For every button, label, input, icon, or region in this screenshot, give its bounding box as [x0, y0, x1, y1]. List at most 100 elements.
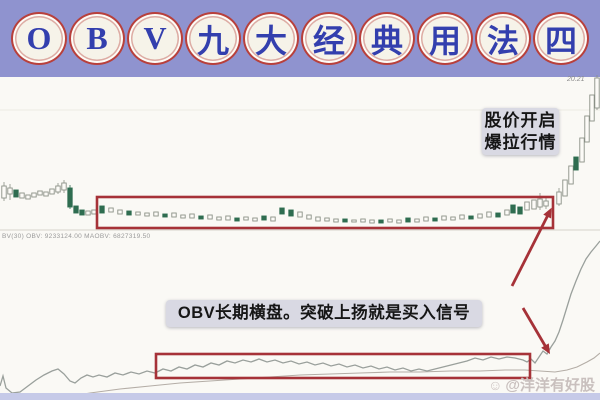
- annotation-rally-line2: 爆拉行情: [484, 133, 557, 152]
- obv-line: [0, 240, 600, 394]
- candle-body: [450, 216, 456, 221]
- candle-body: [333, 218, 339, 223]
- candle-body: [324, 217, 330, 222]
- candle-body: [99, 205, 105, 214]
- candle-body: [25, 194, 31, 200]
- annotation-rally-label: 股价开启 爆拉行情: [482, 108, 559, 155]
- candle-body: [378, 219, 384, 224]
- candle-body: [180, 214, 186, 219]
- candle-body: [171, 212, 177, 218]
- title-char: 用: [417, 12, 473, 65]
- candle-body: [108, 207, 114, 213]
- candle-body: [441, 215, 447, 221]
- candle-body: [279, 207, 285, 215]
- candle-body: [55, 185, 61, 193]
- candle-body: [387, 218, 393, 223]
- price-tick-label: 20.21: [567, 76, 585, 83]
- candle-body: [261, 215, 267, 221]
- maobv-line: [65, 352, 600, 398]
- arrow-to-breakout-candle: [510, 212, 551, 287]
- candle-body: [306, 214, 312, 220]
- candle-body: [19, 192, 25, 199]
- candle-body: [556, 191, 562, 205]
- watermark: ☺ @洋洋有好股: [488, 374, 595, 395]
- candle-body: [369, 219, 375, 224]
- candle-body: [459, 214, 465, 220]
- candle-body: [405, 217, 411, 223]
- candle-body: [524, 201, 530, 211]
- candle-body: [117, 209, 123, 215]
- candle-body: [297, 211, 303, 218]
- title-char: 典: [359, 12, 415, 65]
- candle-body: [67, 187, 73, 208]
- candle-body: [126, 210, 132, 216]
- candle-body: [537, 198, 543, 208]
- bottom-strip: [0, 393, 600, 400]
- candle-body: [517, 206, 523, 215]
- candle-body: [198, 215, 204, 220]
- arrow-to-obv-breakout: [521, 307, 549, 350]
- candle-body: [61, 182, 67, 191]
- title-char: 经: [301, 12, 357, 65]
- candle-body: [594, 77, 600, 109]
- candle-body: [135, 211, 141, 216]
- candle-body: [7, 187, 13, 195]
- title-char: B: [69, 12, 125, 65]
- title-char: 四: [533, 12, 589, 65]
- candle-body: [234, 217, 240, 222]
- candle-body: [568, 165, 574, 185]
- candle-body: [432, 217, 438, 222]
- candle-body: [162, 213, 168, 218]
- candle-body: [414, 218, 420, 223]
- candle-body: [573, 156, 579, 171]
- candle-body: [1, 185, 7, 199]
- highlight-rect-candles: [95, 195, 555, 230]
- candle-body: [579, 137, 585, 163]
- candle-body: [91, 209, 97, 215]
- candle-body: [79, 209, 85, 216]
- candle-body: [396, 219, 402, 224]
- watermark-logo-icon: ☺: [488, 376, 503, 393]
- candle-body: [423, 216, 429, 222]
- candle-body: [216, 216, 222, 221]
- candle-body: [315, 216, 321, 222]
- candle-body: [504, 209, 510, 216]
- title-char: 法: [475, 12, 531, 65]
- candle-body: [243, 216, 249, 221]
- annotation-rally-line1: 股价开启: [484, 111, 557, 130]
- candle-body: [49, 188, 55, 195]
- candle-body: [510, 204, 516, 214]
- candle-body: [85, 210, 91, 216]
- candle-body: [468, 215, 474, 220]
- candle-body: [144, 212, 150, 217]
- title-char: 大: [243, 12, 299, 65]
- arrow-to-obv-breakout-head: [541, 343, 551, 355]
- watermark-text: @洋洋有好股: [505, 377, 595, 394]
- arrow-to-breakout-candle-head: [543, 207, 552, 219]
- candle-body: [153, 211, 159, 217]
- candle-body: [477, 213, 483, 219]
- candle-body: [589, 94, 595, 122]
- candle-body: [351, 219, 357, 223]
- candle-body: [562, 179, 568, 197]
- candle-body: [360, 218, 366, 223]
- candle-body: [486, 211, 492, 218]
- annotation-obv-signal-label: OBV长期横盘。突破上扬就是买入信号: [166, 300, 482, 327]
- title-char: V: [127, 12, 183, 65]
- candle-body: [207, 214, 213, 220]
- indicator-values: BV(30) OBV: 9233124.00 MAOBV: 6827319.50: [2, 233, 151, 240]
- candle-body: [543, 200, 549, 207]
- candle-body: [43, 191, 49, 197]
- candle-body: [495, 212, 501, 218]
- candle-body: [252, 217, 258, 222]
- candle-body: [531, 199, 537, 210]
- candle-body: [288, 209, 294, 217]
- candle-body: [225, 215, 231, 221]
- candle-body: [270, 216, 276, 222]
- candle-body: [189, 213, 195, 219]
- candle-body: [13, 189, 19, 198]
- highlight-rect-obv: [154, 352, 532, 380]
